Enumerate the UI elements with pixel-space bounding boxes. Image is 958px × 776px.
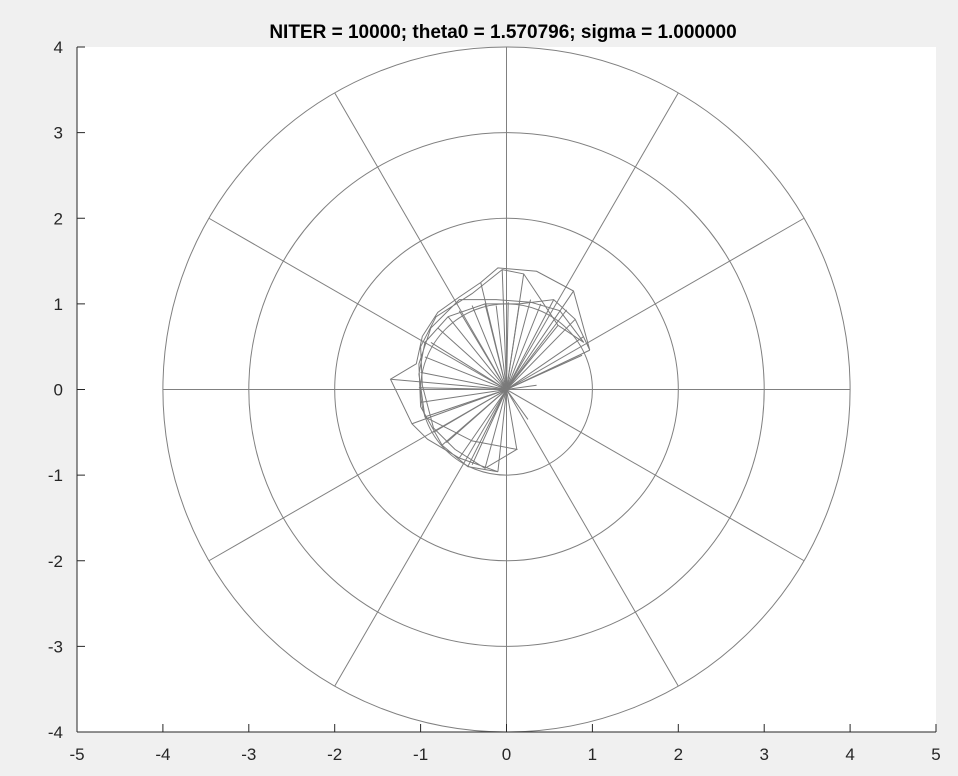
data-spoke — [506, 389, 529, 420]
data-spoke — [506, 302, 509, 390]
data-spoke — [506, 384, 537, 390]
data-spoke — [458, 310, 507, 390]
polar-grid-spoke — [334, 92, 507, 390]
y-tick-label: 0 — [54, 381, 63, 400]
y-tick-label: 4 — [54, 38, 63, 57]
polar-grid — [162, 46, 851, 733]
data-spoke — [480, 282, 507, 390]
data-spoke — [506, 389, 518, 450]
polar-grid-spoke — [334, 389, 507, 687]
x-tick-label: 5 — [931, 745, 940, 764]
data-spoke — [420, 371, 507, 390]
data-spoke — [420, 389, 507, 403]
data-spoke — [458, 389, 507, 459]
data-spoke — [447, 316, 507, 390]
x-tick-label: 1 — [588, 745, 597, 764]
x-tick-label: -5 — [69, 745, 84, 764]
data-spoke — [506, 299, 555, 390]
y-tick-label: -2 — [48, 552, 63, 571]
x-tick-label: 4 — [845, 745, 854, 764]
data-spoke — [506, 299, 532, 390]
data-spoke — [471, 389, 507, 466]
data-path-line — [389, 267, 591, 473]
data-spoke — [390, 378, 507, 390]
data-spoke — [506, 318, 576, 390]
data-spoke — [497, 389, 507, 472]
data-spoke — [506, 324, 559, 390]
polar-grid-spoke — [208, 217, 507, 390]
chart-title: NITER = 10000; theta0 = 1.570796; sigma … — [269, 22, 736, 43]
y-ticks: -4 -3 -2 -1 0 1 2 3 4 — [48, 38, 85, 742]
data-spoke — [424, 356, 507, 390]
data-spoke — [471, 305, 507, 390]
y-tick-label: 2 — [54, 209, 63, 228]
data-spoke — [501, 269, 507, 390]
x-tick-label: 3 — [759, 745, 768, 764]
data-spoke — [506, 273, 525, 390]
x-tick-label: 0 — [502, 745, 511, 764]
y-tick-label: -4 — [48, 723, 63, 742]
y-tick-label: 1 — [54, 295, 63, 314]
data-spoke — [484, 389, 507, 469]
data-spoke — [506, 303, 542, 390]
x-tick-label: -4 — [155, 745, 170, 764]
data-spoke — [418, 387, 507, 390]
data-spoke — [506, 336, 585, 390]
polar-grid-spoke — [506, 92, 679, 390]
x-tick-label: -3 — [241, 745, 256, 764]
data-spoke — [437, 327, 507, 390]
polar-grid-spoke — [506, 389, 679, 687]
polar-grid-spoke — [506, 389, 805, 562]
data-spoke — [433, 389, 507, 433]
x-ticks: -5 -4 -3 -2 -1 0 1 2 3 4 5 — [69, 724, 941, 764]
data-spoke — [506, 354, 583, 390]
x-tick-label: 2 — [674, 745, 683, 764]
data-spoke — [495, 305, 507, 390]
x-tick-label: -1 — [413, 745, 428, 764]
y-tick-label: 3 — [54, 124, 63, 143]
data-spoke — [441, 389, 507, 446]
x-tick-label: -2 — [327, 745, 342, 764]
data-spoke — [467, 389, 507, 467]
y-tick-label: -1 — [48, 466, 63, 485]
data-path — [389, 267, 591, 473]
y-tick-label: -3 — [48, 637, 63, 656]
polar-grid-spoke — [506, 217, 805, 390]
data-spoke — [430, 341, 507, 390]
